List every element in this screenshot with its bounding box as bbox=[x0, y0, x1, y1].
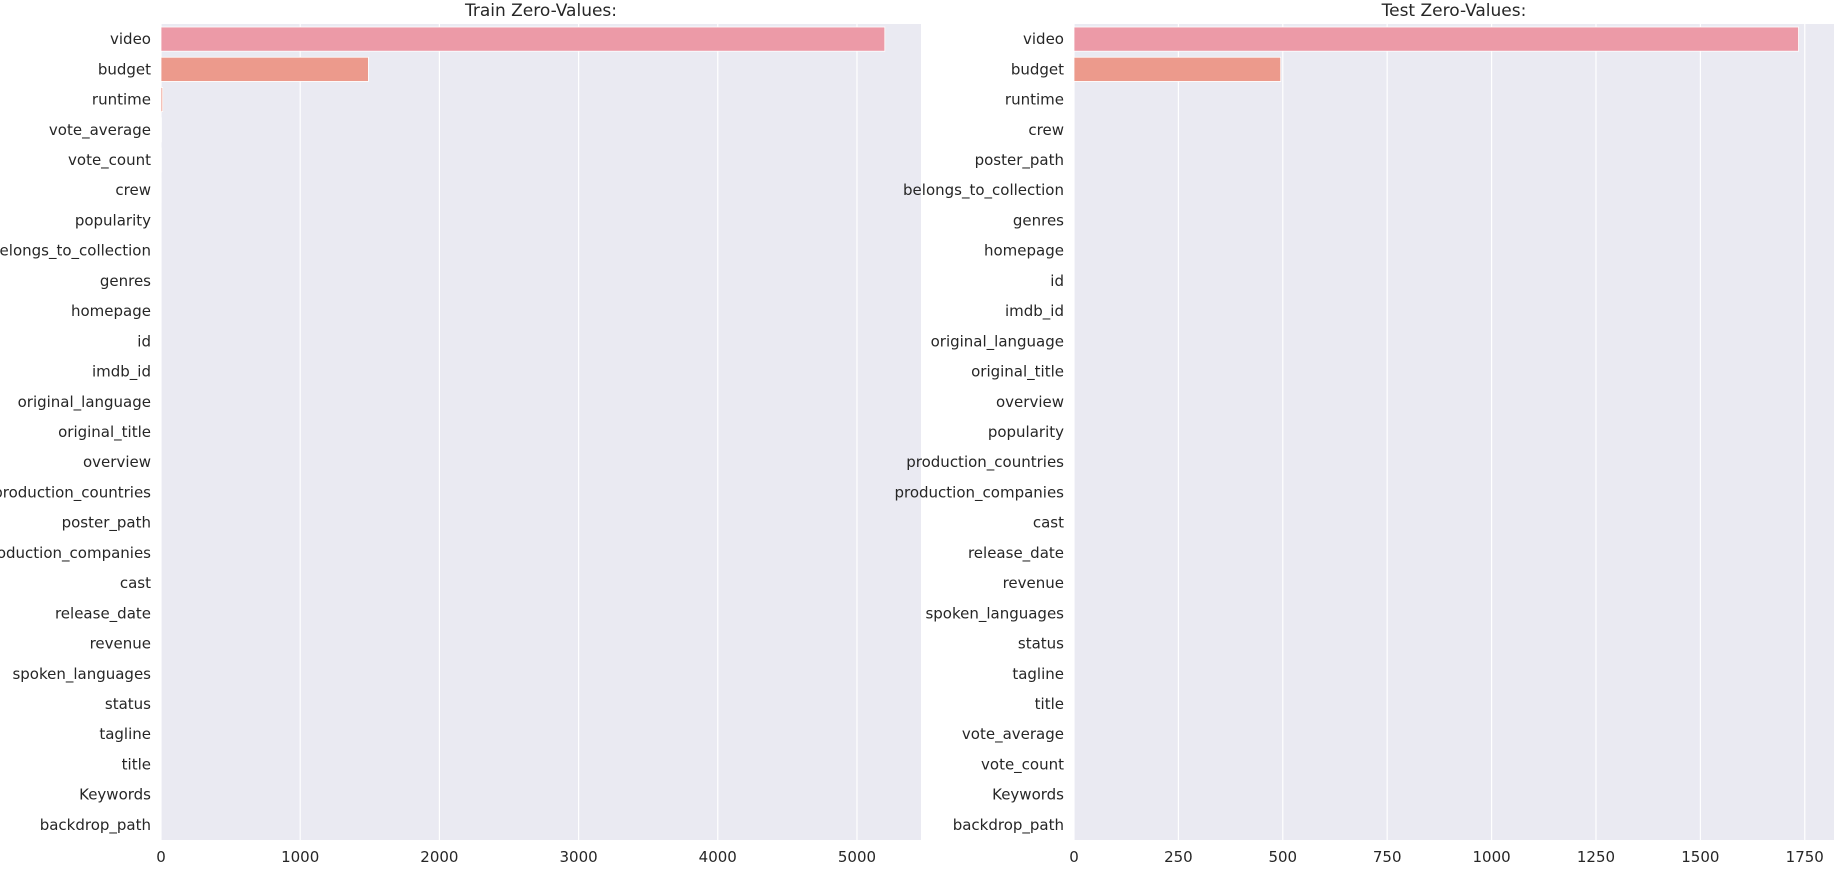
ytick-label: original_language bbox=[18, 393, 151, 412]
ytick-label: video bbox=[1023, 30, 1064, 48]
xtick-label: 0 bbox=[1069, 848, 1079, 866]
ytick-label: spoken_languages bbox=[12, 665, 151, 684]
ytick-label: runtime bbox=[92, 91, 151, 109]
ytick-label: homepage bbox=[984, 242, 1064, 260]
bar-video bbox=[1074, 27, 1799, 51]
ytick-label: title bbox=[1035, 695, 1064, 713]
chart-panel-1: video budget runtime vote_average vote_count… bbox=[0, 1, 921, 866]
ytick-label: tagline bbox=[99, 725, 151, 743]
ytick-label: runtime bbox=[1005, 91, 1064, 109]
ytick-label: overview bbox=[83, 453, 151, 471]
ytick-label: belongs_to_collection bbox=[903, 181, 1064, 200]
ytick-label: genres bbox=[100, 272, 151, 290]
ytick-label: overview bbox=[996, 393, 1064, 411]
ytick-label: budget bbox=[1011, 60, 1064, 78]
xtick-label: 500 bbox=[1268, 848, 1297, 866]
ytick-label: production_companies bbox=[0, 544, 151, 563]
ytick-label: backdrop_path bbox=[953, 816, 1064, 835]
ytick-label: backdrop_path bbox=[40, 816, 151, 835]
bar-video bbox=[161, 27, 885, 51]
ytick-label: crew bbox=[1028, 121, 1064, 139]
bar-runtime bbox=[161, 87, 163, 111]
ytick-label: cast bbox=[1033, 514, 1064, 532]
ytick-label: status bbox=[105, 695, 151, 713]
bar-budget bbox=[1074, 57, 1281, 81]
plot-area bbox=[1074, 24, 1834, 840]
ytick-label: genres bbox=[1013, 211, 1064, 229]
ytick-label: revenue bbox=[90, 635, 151, 653]
ytick-label: id bbox=[1050, 272, 1064, 290]
ytick-label: status bbox=[1018, 635, 1064, 653]
chart-title: Train Zero-Values: bbox=[464, 1, 617, 21]
ytick-label: popularity bbox=[988, 423, 1064, 441]
ytick-label: budget bbox=[98, 60, 151, 78]
ytick-label: Keywords bbox=[992, 786, 1064, 804]
xtick-label: 0 bbox=[156, 848, 166, 866]
xtick-label: 4000 bbox=[699, 848, 737, 866]
ytick-label: release_date bbox=[968, 544, 1064, 563]
ytick-label: vote_count bbox=[981, 755, 1064, 774]
xtick-label: 250 bbox=[1164, 848, 1193, 866]
ytick-label: production_companies bbox=[894, 483, 1064, 502]
xtick-label: 3000 bbox=[559, 848, 597, 866]
xtick-label: 1250 bbox=[1577, 848, 1615, 866]
ytick-label: original_title bbox=[971, 363, 1064, 382]
ytick-label: imdb_id bbox=[1005, 302, 1064, 321]
xtick-label: 2000 bbox=[420, 848, 458, 866]
ytick-label: production_countries bbox=[0, 483, 151, 502]
xtick-label: 1500 bbox=[1681, 848, 1719, 866]
bar-budget bbox=[161, 57, 368, 81]
xtick-label: 1000 bbox=[1472, 848, 1510, 866]
ytick-label: imdb_id bbox=[92, 363, 151, 382]
ytick-label: poster_path bbox=[62, 514, 151, 533]
ytick-label: cast bbox=[120, 574, 151, 592]
ytick-label: spoken_languages bbox=[925, 604, 1064, 623]
ytick-label: Keywords bbox=[79, 786, 151, 804]
plot-area bbox=[161, 24, 921, 840]
ytick-label: popularity bbox=[75, 211, 151, 229]
ytick-label: video bbox=[110, 30, 151, 48]
xtick-label: 1000 bbox=[281, 848, 319, 866]
chart-title: Test Zero-Values: bbox=[1381, 1, 1527, 21]
xtick-label: 5000 bbox=[838, 848, 876, 866]
ytick-label: original_title bbox=[58, 423, 151, 442]
ytick-label: tagline bbox=[1012, 665, 1064, 683]
chart-panel-2: video budget runtime crew poster_pathbelongs… bbox=[894, 1, 1834, 866]
ytick-label: vote_average bbox=[49, 121, 151, 140]
ytick-label: revenue bbox=[1003, 574, 1064, 592]
ytick-label: homepage bbox=[71, 302, 151, 320]
ytick-label: crew bbox=[115, 181, 151, 199]
ytick-label: belongs_to_collection bbox=[0, 242, 151, 261]
ytick-label: vote_average bbox=[962, 725, 1064, 744]
xtick-label: 750 bbox=[1373, 848, 1402, 866]
ytick-label: title bbox=[122, 755, 151, 773]
ytick-label: vote_count bbox=[68, 151, 151, 170]
ytick-label: production_countries bbox=[906, 453, 1064, 472]
ytick-label: poster_path bbox=[975, 151, 1064, 170]
xtick-label: 1750 bbox=[1786, 848, 1824, 866]
ytick-label: id bbox=[137, 332, 151, 350]
ytick-label: release_date bbox=[55, 604, 151, 623]
ytick-label: original_language bbox=[931, 332, 1064, 351]
